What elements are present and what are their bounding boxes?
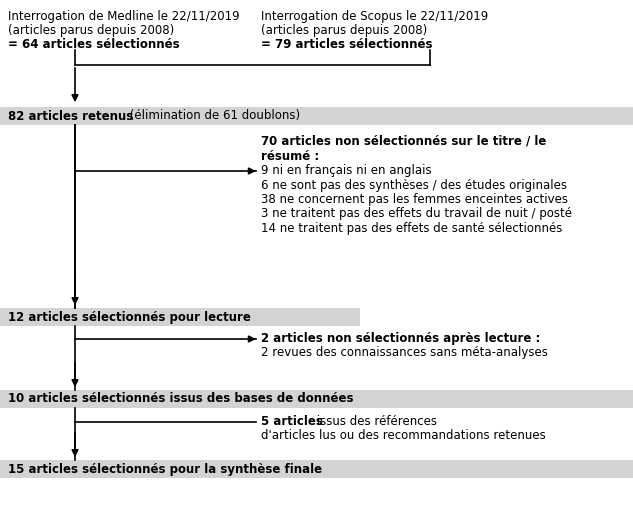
Text: 38 ne concernent pas les femmes enceintes actives: 38 ne concernent pas les femmes enceinte… <box>261 193 568 206</box>
Text: 9 ni en français ni en anglais: 9 ni en français ni en anglais <box>261 164 432 177</box>
Text: 15 articles sélectionnés pour la synthèse finale: 15 articles sélectionnés pour la synthès… <box>8 462 322 476</box>
Text: (articles parus depuis 2008): (articles parus depuis 2008) <box>8 24 174 37</box>
Text: 10 articles sélectionnés issus des bases de données: 10 articles sélectionnés issus des bases… <box>8 393 353 406</box>
Text: 82 articles retenus: 82 articles retenus <box>8 110 134 123</box>
Text: Interrogation de Scopus le 22/11/2019: Interrogation de Scopus le 22/11/2019 <box>261 10 488 23</box>
Bar <box>0 107 633 125</box>
Text: 6 ne sont pas des synthèses / des études originales: 6 ne sont pas des synthèses / des études… <box>261 179 567 192</box>
Text: Interrogation de Medline le 22/11/2019: Interrogation de Medline le 22/11/2019 <box>8 10 240 23</box>
Bar <box>0 390 633 408</box>
Text: 2 articles non sélectionnés après lecture :: 2 articles non sélectionnés après lectur… <box>261 332 541 345</box>
Text: 14 ne traitent pas des effets de santé sélectionnés: 14 ne traitent pas des effets de santé s… <box>261 222 562 235</box>
Text: résumé :: résumé : <box>261 149 319 162</box>
Text: 5 articles: 5 articles <box>261 415 323 428</box>
Text: 3 ne traitent pas des effets du travail de nuit / posté: 3 ne traitent pas des effets du travail … <box>261 208 572 220</box>
Text: = 64 articles sélectionnés: = 64 articles sélectionnés <box>8 38 180 51</box>
Text: 70 articles non sélectionnés sur le titre / le: 70 articles non sélectionnés sur le titr… <box>261 135 546 148</box>
Text: (élimination de 61 doublons): (élimination de 61 doublons) <box>126 110 300 123</box>
Text: = 79 articles sélectionnés: = 79 articles sélectionnés <box>261 38 432 51</box>
Text: (articles parus depuis 2008): (articles parus depuis 2008) <box>261 24 427 37</box>
Text: issus des références: issus des références <box>313 415 437 428</box>
Text: d'articles lus ou des recommandations retenues: d'articles lus ou des recommandations re… <box>261 429 546 442</box>
Bar <box>0 308 360 326</box>
Text: 12 articles sélectionnés pour lecture: 12 articles sélectionnés pour lecture <box>8 311 251 324</box>
Text: 2 revues des connaissances sans méta-analyses: 2 revues des connaissances sans méta-ana… <box>261 346 548 359</box>
Bar <box>0 460 633 478</box>
